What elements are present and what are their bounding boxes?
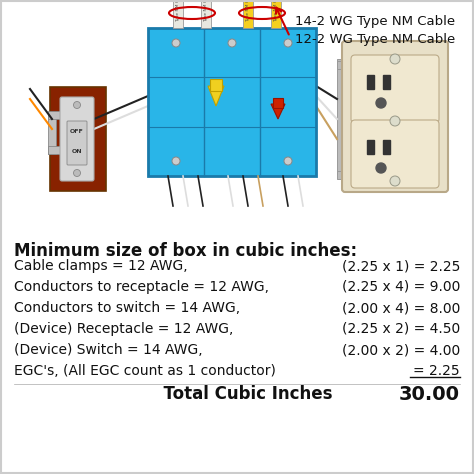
- Polygon shape: [208, 86, 224, 106]
- Text: (Device) Switch = 14 AWG,: (Device) Switch = 14 AWG,: [14, 343, 202, 357]
- Circle shape: [73, 101, 81, 109]
- Circle shape: [376, 98, 386, 108]
- Bar: [173, 0, 183, 28]
- Bar: [337, 171, 362, 179]
- Circle shape: [284, 39, 292, 47]
- Bar: [383, 75, 390, 89]
- FancyBboxPatch shape: [351, 120, 439, 188]
- Text: Type NM Cable: Type NM Cable: [204, 0, 208, 22]
- Text: Cable clamps = 12 AWG,: Cable clamps = 12 AWG,: [14, 259, 188, 273]
- Circle shape: [390, 54, 400, 64]
- Circle shape: [376, 163, 386, 173]
- FancyBboxPatch shape: [342, 41, 448, 192]
- Text: Type NM Cable: Type NM Cable: [274, 0, 278, 22]
- Text: (2.25 x 4) = 9.00: (2.25 x 4) = 9.00: [342, 280, 460, 294]
- Text: 14-2 WG Type NM Cable: 14-2 WG Type NM Cable: [295, 15, 455, 27]
- FancyBboxPatch shape: [50, 87, 106, 191]
- Text: (Device) Receptacle = 12 AWG,: (Device) Receptacle = 12 AWG,: [14, 322, 233, 336]
- Circle shape: [172, 39, 180, 47]
- Circle shape: [172, 157, 180, 165]
- Bar: [201, 0, 211, 28]
- Bar: [243, 0, 253, 28]
- Text: EGC's, (All EGC count as 1 conductor): EGC's, (All EGC count as 1 conductor): [14, 364, 276, 378]
- Bar: [148, 28, 316, 176]
- Text: (2.00 x 4) = 8.00: (2.00 x 4) = 8.00: [342, 301, 460, 315]
- Bar: [271, 0, 281, 28]
- Text: 30.00: 30.00: [399, 385, 460, 404]
- Text: ON: ON: [72, 148, 82, 154]
- Circle shape: [228, 39, 236, 47]
- Polygon shape: [271, 104, 285, 119]
- Text: Type NM Cable: Type NM Cable: [246, 0, 250, 22]
- Text: Minimum size of box in cubic inches:: Minimum size of box in cubic inches:: [14, 242, 357, 260]
- Text: Conductors to switch = 14 AWG,: Conductors to switch = 14 AWG,: [14, 301, 240, 315]
- Text: (2.25 x 2) = 4.50: (2.25 x 2) = 4.50: [342, 322, 460, 336]
- Text: Conductors to receptacle = 12 AWG,: Conductors to receptacle = 12 AWG,: [14, 280, 269, 294]
- FancyBboxPatch shape: [351, 55, 439, 123]
- Bar: [383, 140, 390, 154]
- Bar: [337, 59, 347, 174]
- Circle shape: [390, 116, 400, 126]
- Text: Total Cubic Inches: Total Cubic Inches: [14, 385, 332, 403]
- Circle shape: [73, 170, 81, 176]
- Bar: [337, 61, 362, 69]
- Circle shape: [284, 157, 292, 165]
- Text: = 2.25: = 2.25: [413, 364, 460, 378]
- Bar: [273, 98, 283, 108]
- FancyBboxPatch shape: [60, 97, 94, 181]
- Bar: [48, 114, 56, 154]
- Bar: [48, 111, 78, 119]
- Text: (2.25 x 1) = 2.25: (2.25 x 1) = 2.25: [342, 259, 460, 273]
- FancyBboxPatch shape: [67, 121, 87, 165]
- Bar: [48, 146, 78, 154]
- Bar: [367, 140, 374, 154]
- Bar: [210, 79, 222, 91]
- Text: 12-2 WG Type NM Cable: 12-2 WG Type NM Cable: [295, 33, 455, 46]
- Circle shape: [390, 176, 400, 186]
- Bar: [367, 75, 374, 89]
- Text: OFF: OFF: [70, 128, 84, 134]
- Text: (2.00 x 2) = 4.00: (2.00 x 2) = 4.00: [342, 343, 460, 357]
- Text: Type NM Cable: Type NM Cable: [176, 0, 180, 22]
